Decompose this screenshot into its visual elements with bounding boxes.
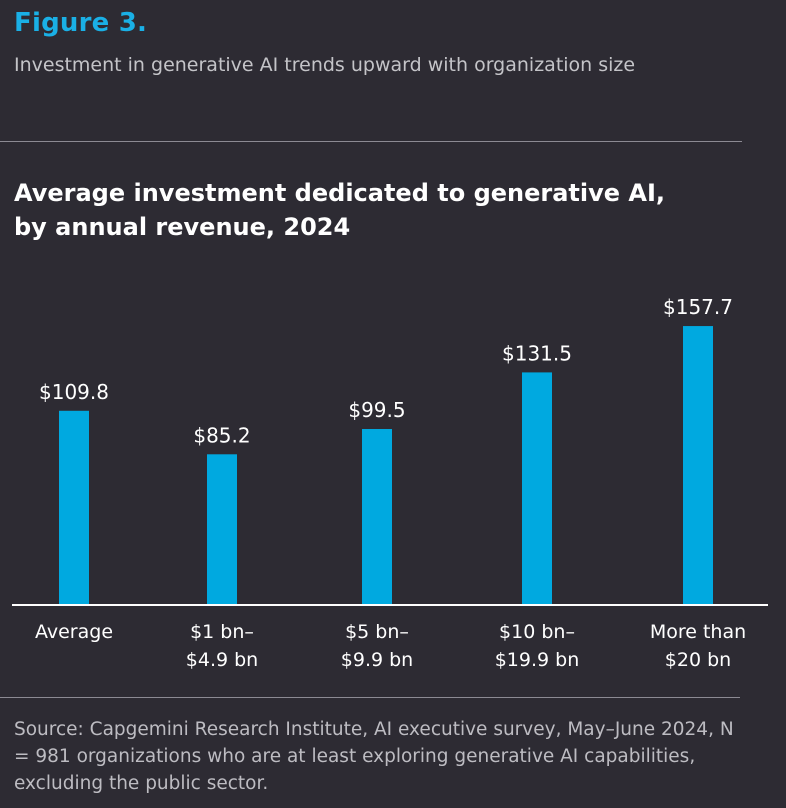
category-label-0-0: Average [35,621,113,643]
figure-label: Figure 3. [14,8,148,38]
bar-3 [522,372,552,605]
category-label-4-1: $20 bn [665,649,731,671]
bar-2 [362,429,392,605]
data-label-3: $131.5 [502,341,572,365]
data-label-0: $109.8 [39,380,109,404]
bar-4 [683,326,713,605]
bottom-divider [0,697,740,698]
category-label-4-0: More than [650,621,746,643]
bar-1 [207,454,237,605]
chart-title-line-2: by annual revenue, 2024 [14,213,351,241]
data-label-1: $85.2 [193,423,250,447]
category-label-1-1: $4.9 bn [186,649,258,671]
category-label-3-0: $10 bn– [499,621,575,643]
chart-title: Average investment dedicated to generati… [14,176,774,244]
category-label-1-0: $1 bn– [190,621,254,643]
figure-subtitle: Investment in generative AI trends upwar… [14,54,636,76]
data-label-4: $157.7 [663,295,733,319]
category-label-3-1: $19.9 bn [495,649,580,671]
source-note: Source: Capgemini Research Institute, AI… [14,719,734,794]
bar-chart: $109.8 Average $85.2 $1 bn– $4.9 bn $99.5 $5 b… [12,295,768,671]
category-label-2-1: $9.9 bn [341,649,413,671]
bar-0 [59,410,89,605]
top-divider [0,141,742,142]
data-label-2: $99.5 [348,398,405,422]
chart-title-line-1: Average investment dedicated to generati… [14,179,666,207]
category-label-2-0: $5 bn– [345,621,409,643]
